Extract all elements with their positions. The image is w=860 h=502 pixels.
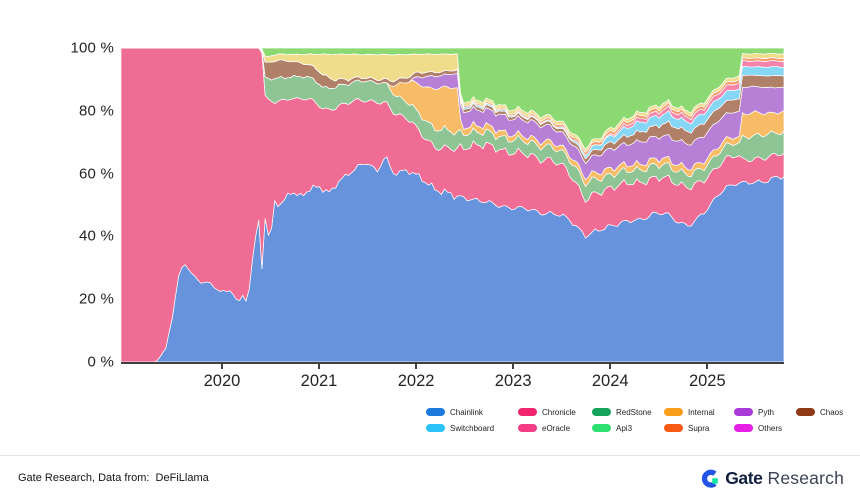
gate-logo-icon [702,469,719,488]
x-tick-label: 2021 [300,372,338,390]
legend-chip-eoracle [518,424,537,432]
legend-chip-others [734,424,753,432]
legend-item-switchboard: Switchboard [426,420,518,436]
x-tick [609,364,612,369]
x-tick [220,364,223,369]
footer-divider [0,455,860,456]
legend-label: Chaos [820,407,844,417]
legend-item-supra: Supra [664,420,734,436]
legend-item-chronicle: Chronicle [518,404,592,420]
legend-chip-supra [664,424,683,432]
legend-item-internal: Internal [664,404,734,420]
legend-chip-chronicle [518,408,537,416]
gate-research-logo: Gate Research [700,465,844,491]
y-tick-label: 100 % [70,39,114,57]
stacked-area-plot [121,48,784,364]
brand-word-research: Research [767,467,844,488]
legend-chip-switchboard [426,424,445,432]
legend-label: Others [758,423,783,433]
y-tick-label: 40 % [79,227,114,245]
x-tick-label: 2024 [591,372,629,390]
y-tick-label: 20 % [79,290,114,308]
legend-label: Supra [688,423,710,433]
legend-item-pyth: Pyth [734,404,796,420]
legend-item-redstone: RedStone [592,404,664,420]
source-note: Gate Research, Data from: DeFiLlama [18,472,209,484]
legend-item-chaos: Chaos [796,404,846,420]
legend-label: Api3 [616,423,633,433]
x-tick [415,364,418,369]
legend-label: Internal [688,407,715,417]
chart-legend: Chainlink Chronicle RedStone Internal Pyth Ch… [426,404,846,436]
y-tick-label: 60 % [79,165,114,183]
x-tick-label: 2020 [203,372,241,390]
legend-label: eOracle [542,423,571,433]
legend-chip-chainlink [426,408,445,416]
legend-item-api3: Api3 [592,420,664,436]
x-tick [706,364,709,369]
legend-chip-pyth [734,408,753,416]
legend-chip-internal [664,408,683,416]
legend-label: Chainlink [450,407,483,417]
legend-chip-redstone [592,408,611,416]
legend-chip-api3 [592,424,611,432]
legend-label: RedStone [616,407,652,417]
legend-label: Chronicle [542,407,576,417]
oracle-market-share-areas [121,48,784,362]
y-tick-label: 0 % [87,353,114,371]
brand-word-gate: Gate [725,467,763,488]
x-axis: 2020 2021 2022 2023 2024 2025 [121,364,784,400]
legend-label: Pyth [758,407,775,417]
legend-item-eoracle: eOracle [518,420,592,436]
y-axis: 0 % 20 % 40 % 60 % 80 % 100 % [36,40,114,371]
x-tick [512,364,515,369]
legend-chip-chaos [796,408,815,416]
y-tick-label: 80 % [79,102,114,120]
x-tick-label: 2025 [688,372,726,390]
area-api3 [121,48,784,150]
legend-item-others: Others [734,420,796,436]
x-tick [318,364,321,369]
x-tick-label: 2022 [397,372,435,390]
x-tick-label: 2023 [494,372,532,390]
legend-item-chainlink: Chainlink [426,404,518,420]
legend-label: Switchboard [450,423,495,433]
